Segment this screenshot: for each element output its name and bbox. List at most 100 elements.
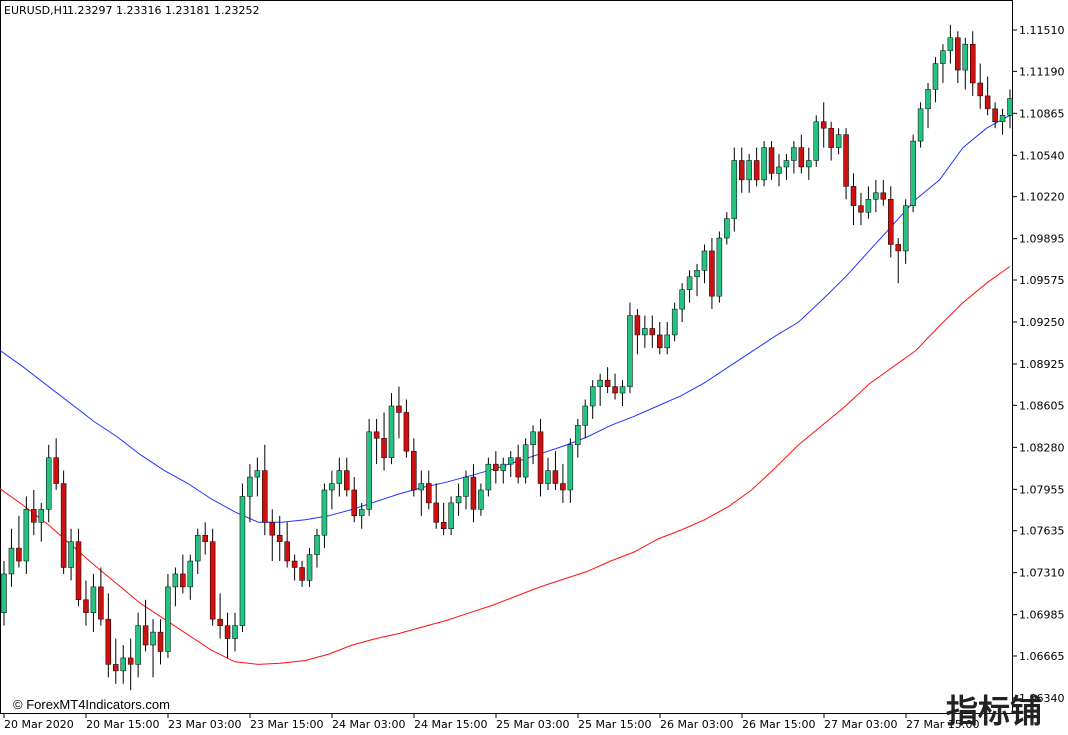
candle	[284, 522, 290, 568]
candlestick-series	[1, 24, 1013, 691]
bull-candle-body	[507, 457, 514, 465]
bull-candle-body	[90, 586, 97, 613]
bear-candle-body	[955, 37, 961, 71]
bear-candle-body	[738, 160, 745, 181]
bear-candle-body	[396, 405, 402, 413]
price-tick-label: 1.06665	[1019, 650, 1065, 663]
bull-candle-body	[716, 237, 723, 297]
bear-candle-body	[411, 450, 417, 491]
bear-candle-body	[433, 502, 439, 523]
bear-candle-body	[649, 328, 656, 336]
bull-candle-body	[8, 547, 15, 575]
bear-candle-body	[105, 618, 112, 665]
bull-candle-body	[664, 334, 670, 349]
bull-candle-body	[947, 37, 954, 51]
candle	[545, 457, 551, 490]
bull-candle-body	[597, 379, 603, 387]
candle	[403, 399, 410, 458]
candle	[917, 102, 924, 148]
bull-candle-body	[68, 541, 74, 568]
bull-candle-body	[902, 205, 909, 252]
bull-candle-body	[582, 405, 588, 426]
price-tick-label: 1.08925	[1019, 358, 1065, 371]
bear-candle-body	[515, 457, 521, 478]
bear-candle-body	[224, 625, 231, 639]
bear-candle-body	[977, 82, 983, 97]
candle	[351, 477, 357, 523]
bear-candle-body	[612, 386, 618, 394]
candle	[493, 451, 499, 484]
bull-candle-body	[1007, 98, 1013, 116]
bull-candle-body	[925, 89, 931, 110]
candle	[485, 457, 492, 497]
bull-candle-body	[530, 431, 536, 446]
bull-candle-body	[567, 444, 574, 491]
time-tick-label: 25 Mar 03:00	[496, 718, 569, 731]
candle	[306, 548, 313, 587]
price-axis: 1.11510 1.11190 1.10865 1.10540 1.10220 1.098…	[1012, 24, 1065, 705]
bull-candle-body	[38, 509, 45, 523]
candle	[507, 451, 514, 478]
bull-candle-body	[962, 43, 969, 71]
time-tick-label: 20 Mar 2020	[4, 718, 74, 731]
candle	[157, 619, 164, 665]
candle	[262, 444, 268, 536]
bear-candle-body	[858, 205, 864, 213]
bull-candle-body	[806, 160, 812, 168]
candle	[247, 464, 253, 523]
bear-candle-body	[180, 573, 186, 588]
bull-candle-body	[627, 315, 633, 387]
candle	[90, 573, 97, 633]
bull-candle-body	[247, 476, 253, 497]
bear-candle-body	[381, 438, 387, 458]
bear-candle-body	[53, 457, 59, 484]
candle	[649, 315, 656, 348]
bull-candle-body	[232, 625, 238, 639]
candle	[433, 483, 439, 529]
time-axis: 20 Mar 2020 20 Mar 15:00 23 Mar 03:00 23 Ma…	[3, 713, 979, 731]
bull-candle-body	[172, 573, 179, 588]
bull-candle-body	[679, 289, 685, 310]
candle	[955, 31, 961, 83]
bear-candle-body	[560, 483, 566, 491]
candle	[314, 528, 320, 568]
candle	[888, 186, 894, 258]
candle	[783, 154, 790, 180]
candle	[694, 263, 700, 297]
candle	[254, 457, 261, 497]
bear-candle-body	[470, 476, 477, 510]
candle	[768, 141, 775, 180]
candle	[873, 179, 879, 213]
bull-candle-body	[686, 276, 693, 290]
copyright-watermark: © ForexMT4Indicators.com	[13, 697, 170, 712]
candle	[418, 470, 425, 516]
bull-candle-body	[329, 483, 335, 491]
bull-candle-body	[194, 534, 201, 562]
chart-ohlc-label: 1.23297 1.23316 1.23181 1.23252	[67, 4, 259, 17]
bull-candle-body	[388, 405, 395, 458]
candle	[150, 619, 156, 678]
candle	[902, 199, 909, 264]
bear-candle-body	[113, 664, 119, 672]
candle	[180, 554, 186, 594]
bear-candle-body	[373, 431, 380, 439]
candle	[642, 315, 648, 348]
candle	[895, 238, 901, 284]
price-tick-label: 1.11510	[1019, 24, 1065, 37]
bear-candle-body	[299, 567, 305, 581]
candle	[172, 567, 179, 607]
candle	[321, 483, 328, 549]
candle	[68, 528, 74, 581]
candle	[83, 580, 89, 626]
bull-candle-body	[314, 534, 320, 555]
bull-candle-body	[671, 308, 678, 336]
candle	[657, 322, 663, 355]
candle	[962, 37, 969, 90]
bear-candle-body	[552, 470, 559, 484]
bull-candle-body	[448, 502, 454, 529]
price-tick-label: 1.08280	[1019, 441, 1065, 454]
bull-candle-body	[932, 63, 939, 90]
bear-candle-body	[31, 509, 37, 523]
time-tick-label: 27 Mar 15:00	[906, 718, 979, 731]
